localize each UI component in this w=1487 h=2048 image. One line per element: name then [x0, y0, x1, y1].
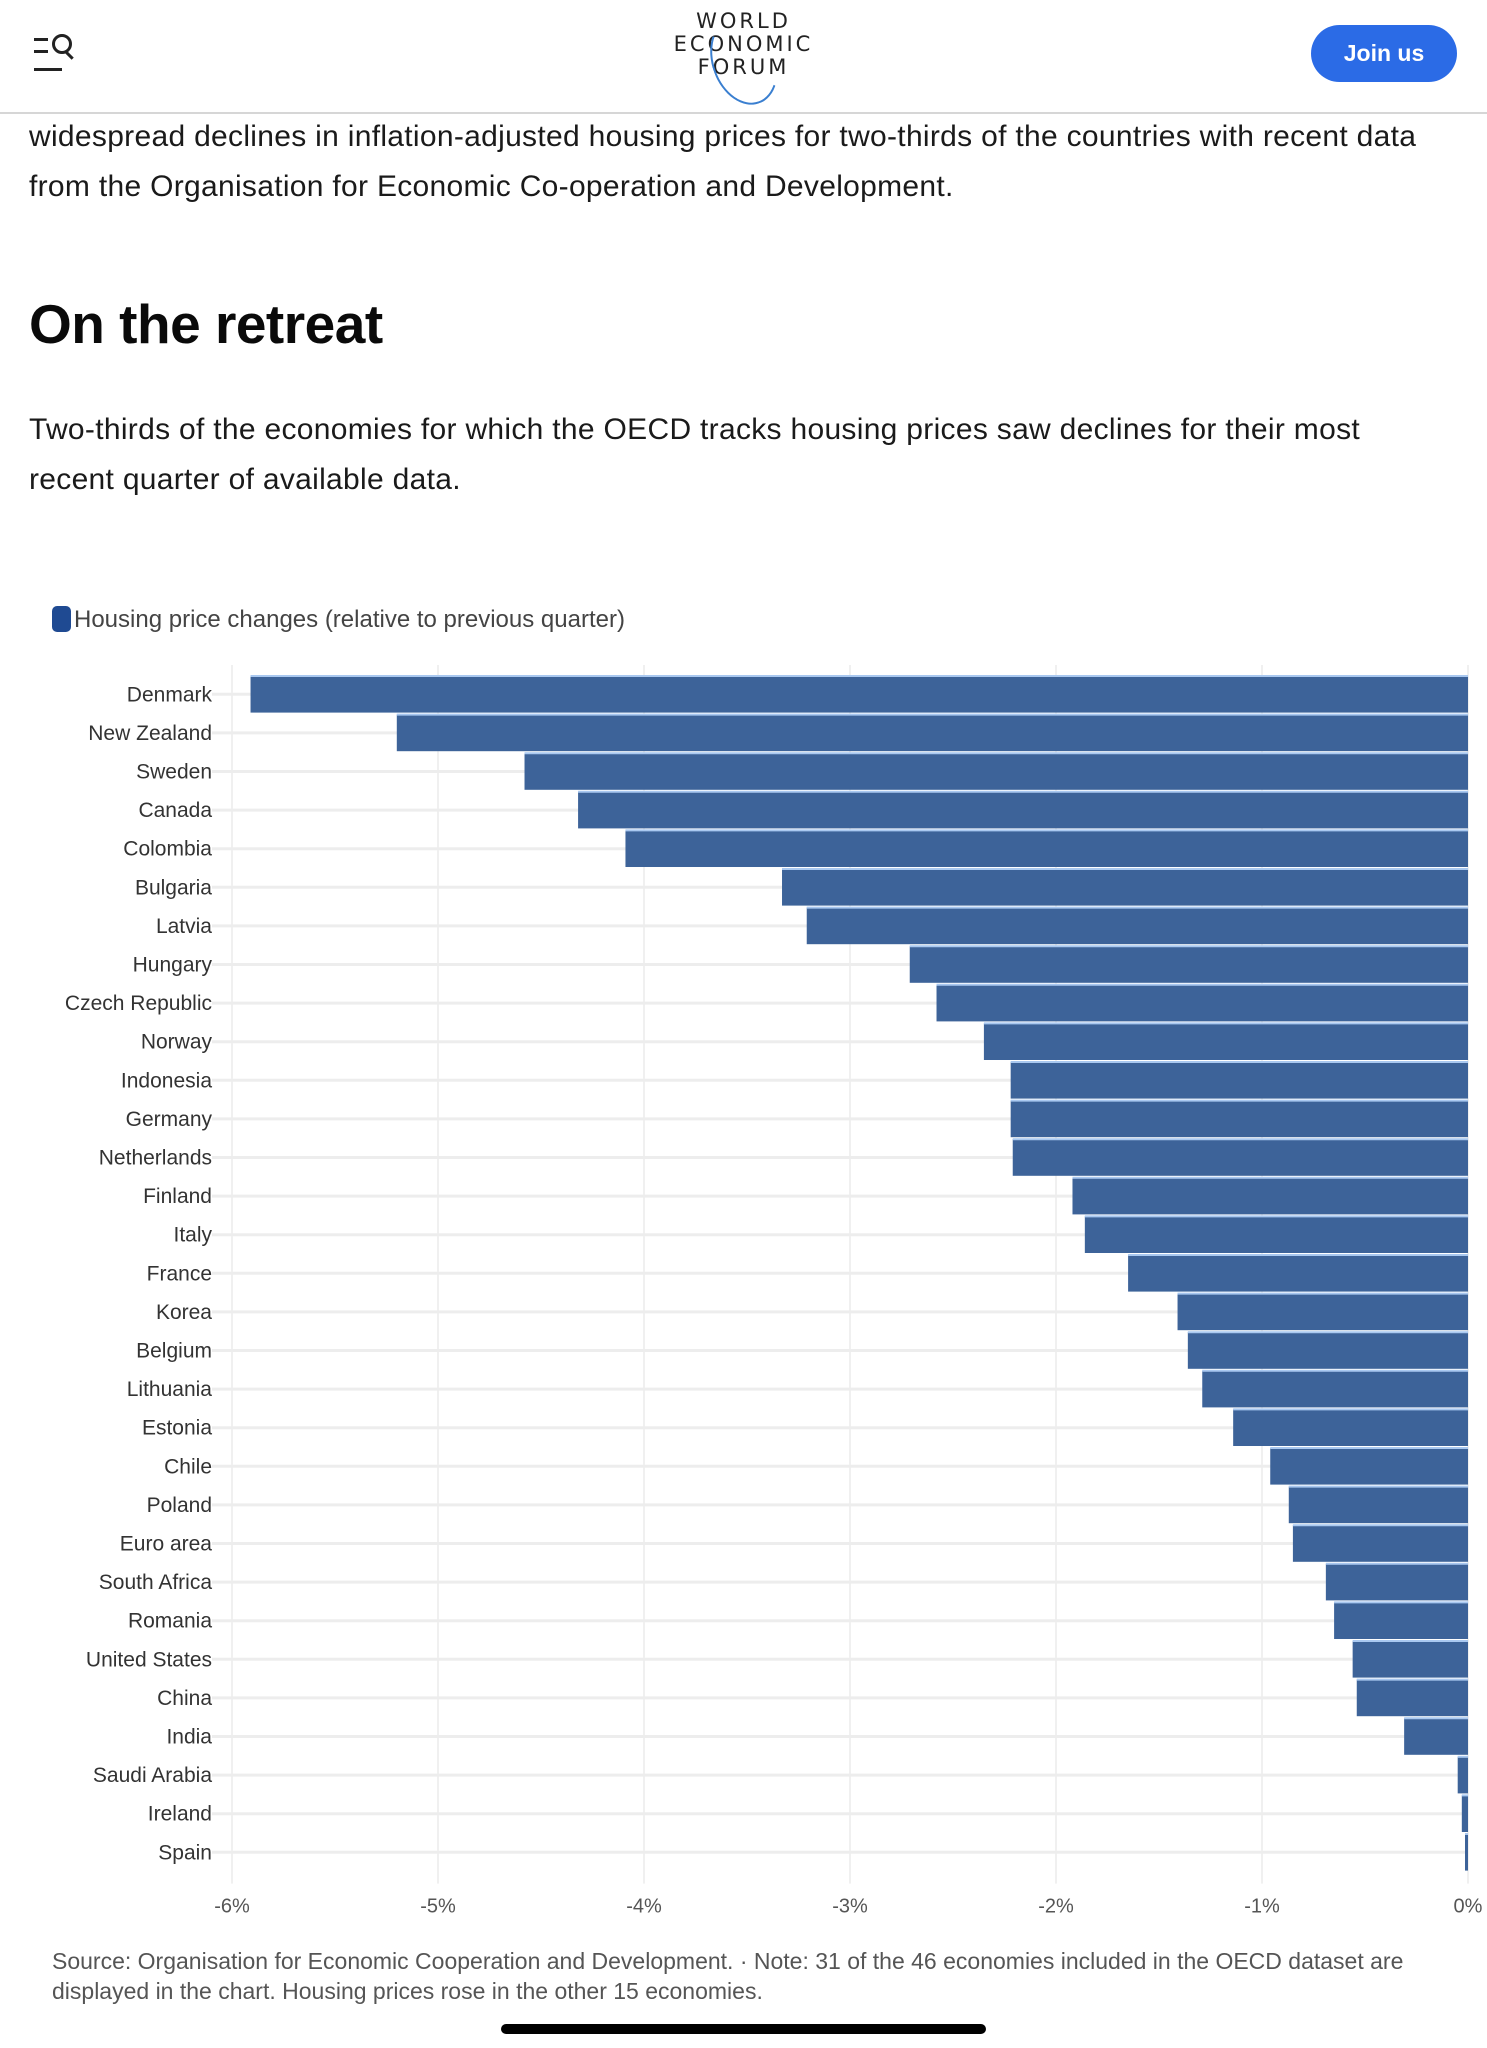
bar-ireland[interactable]: [1461, 1795, 1468, 1832]
category-label: Finland: [143, 1185, 212, 1208]
category-label: Chile: [164, 1455, 212, 1478]
section-heading: On the retreat: [29, 293, 383, 355]
category-label: Latvia: [156, 915, 212, 938]
category-label: Norway: [141, 1031, 213, 1054]
x-tick-label: -6%: [214, 1896, 250, 1918]
category-label: Korea: [156, 1301, 212, 1324]
category-label: Colombia: [123, 838, 212, 861]
bar-estonia[interactable]: [1233, 1409, 1468, 1446]
join-us-button[interactable]: Join us: [1311, 25, 1457, 82]
bar-netherlands[interactable]: [1012, 1139, 1468, 1176]
bar-chile[interactable]: [1270, 1448, 1468, 1485]
bar-finland[interactable]: [1072, 1177, 1468, 1215]
bar-belgium[interactable]: [1187, 1332, 1468, 1369]
bar-norway[interactable]: [983, 1023, 1468, 1060]
section-description: Two-thirds of the economies for which th…: [29, 413, 1361, 496]
category-label: New Zealand: [88, 722, 212, 745]
category-label: France: [147, 1262, 212, 1285]
category-label: India: [166, 1726, 212, 1749]
bar-indonesia[interactable]: [1010, 1062, 1468, 1099]
category-label: Denmark: [127, 683, 213, 706]
bar-hungary[interactable]: [909, 946, 1468, 983]
x-tick-label: -3%: [832, 1896, 868, 1918]
category-label: Poland: [147, 1494, 212, 1517]
bar-korea[interactable]: [1177, 1293, 1468, 1331]
bar-czech-republic[interactable]: [936, 984, 1468, 1022]
chart-category-labels: Denmark New Zealand Sweden Canada Colombia Bu…: [65, 683, 213, 1864]
category-label: Lithuania: [127, 1378, 213, 1401]
bar-denmark[interactable]: [250, 676, 1468, 713]
bar-lithuania[interactable]: [1202, 1370, 1468, 1408]
menu-search-button[interactable]: [34, 30, 98, 78]
home-indicator: [501, 2024, 986, 2034]
category-label: Romania: [128, 1610, 212, 1633]
bar-new-zealand[interactable]: [396, 714, 1468, 752]
legend-label: Housing price changes (relative to previ…: [74, 606, 625, 633]
logo-line: ECONOMIC: [673, 32, 814, 56]
chart-x-axis-labels: -6% -5% -4% -3% -2% -1% 0%: [214, 1896, 1482, 1918]
category-label: Euro area: [120, 1533, 213, 1556]
top-navigation-bar: WORLD ECONOMIC FORUM Join us: [0, 0, 1487, 115]
category-label: Hungary: [133, 954, 213, 977]
x-tick-label: -4%: [626, 1896, 662, 1918]
x-tick-label: -1%: [1244, 1896, 1280, 1918]
category-label: Czech Republic: [65, 992, 212, 1015]
wef-logo[interactable]: WORLD ECONOMIC FORUM: [644, 7, 844, 115]
category-label: Spain: [158, 1841, 212, 1864]
bar-bulgaria[interactable]: [782, 869, 1468, 906]
bar-france[interactable]: [1128, 1255, 1468, 1292]
category-label: Netherlands: [99, 1147, 212, 1170]
chart-bars: [250, 675, 1468, 1871]
bar-saudi-arabia[interactable]: [1457, 1756, 1468, 1794]
bar-colombia[interactable]: [625, 830, 1468, 867]
category-label: United States: [86, 1648, 212, 1671]
intro-paragraph: widespread declines in inflation-adjuste…: [29, 120, 1417, 203]
housing-price-bar-chart: Denmark New Zealand Sweden Canada Colombia Bu…: [65, 665, 1483, 1918]
bar-china[interactable]: [1356, 1679, 1468, 1717]
category-label: China: [157, 1687, 212, 1710]
chart-legend: Housing price changes (relative to previ…: [52, 606, 625, 634]
bar-india[interactable]: [1404, 1718, 1468, 1755]
category-label: Indonesia: [121, 1069, 212, 1092]
x-tick-label: -5%: [420, 1896, 456, 1918]
chart-source-note: Source: Organisation for Economic Cooper…: [52, 1948, 1404, 2004]
category-label: Ireland: [148, 1803, 212, 1826]
logo-line: WORLD: [696, 9, 791, 33]
logo-line: FORUM: [697, 55, 790, 79]
bar-euro-area[interactable]: [1292, 1525, 1468, 1562]
category-label: Saudi Arabia: [93, 1764, 212, 1787]
bar-sweden[interactable]: [524, 753, 1468, 790]
bar-south-africa[interactable]: [1325, 1563, 1468, 1601]
category-label: Germany: [126, 1108, 213, 1131]
bar-canada[interactable]: [578, 791, 1468, 829]
category-label: Sweden: [136, 761, 212, 784]
category-label: Belgium: [136, 1340, 212, 1363]
category-label: Bulgaria: [135, 876, 212, 899]
menu-icon-line: [34, 68, 62, 71]
x-tick-label: -2%: [1038, 1896, 1074, 1918]
x-tick-label: 0%: [1454, 1896, 1483, 1918]
legend-swatch-icon: [52, 606, 71, 632]
category-label: South Africa: [99, 1571, 213, 1594]
bar-poland[interactable]: [1288, 1486, 1468, 1524]
bar-united-states[interactable]: [1352, 1641, 1468, 1678]
bar-romania[interactable]: [1334, 1602, 1468, 1639]
category-label: Estonia: [142, 1417, 212, 1440]
menu-icon: [34, 38, 48, 41]
bar-spain[interactable]: [1465, 1834, 1468, 1871]
category-label: Italy: [173, 1224, 212, 1247]
category-label: Canada: [138, 799, 212, 822]
search-icon: [52, 34, 72, 54]
bar-latvia[interactable]: [806, 907, 1468, 945]
menu-icon-line: [34, 50, 48, 53]
bar-italy[interactable]: [1084, 1216, 1468, 1253]
bar-germany[interactable]: [1010, 1100, 1468, 1138]
